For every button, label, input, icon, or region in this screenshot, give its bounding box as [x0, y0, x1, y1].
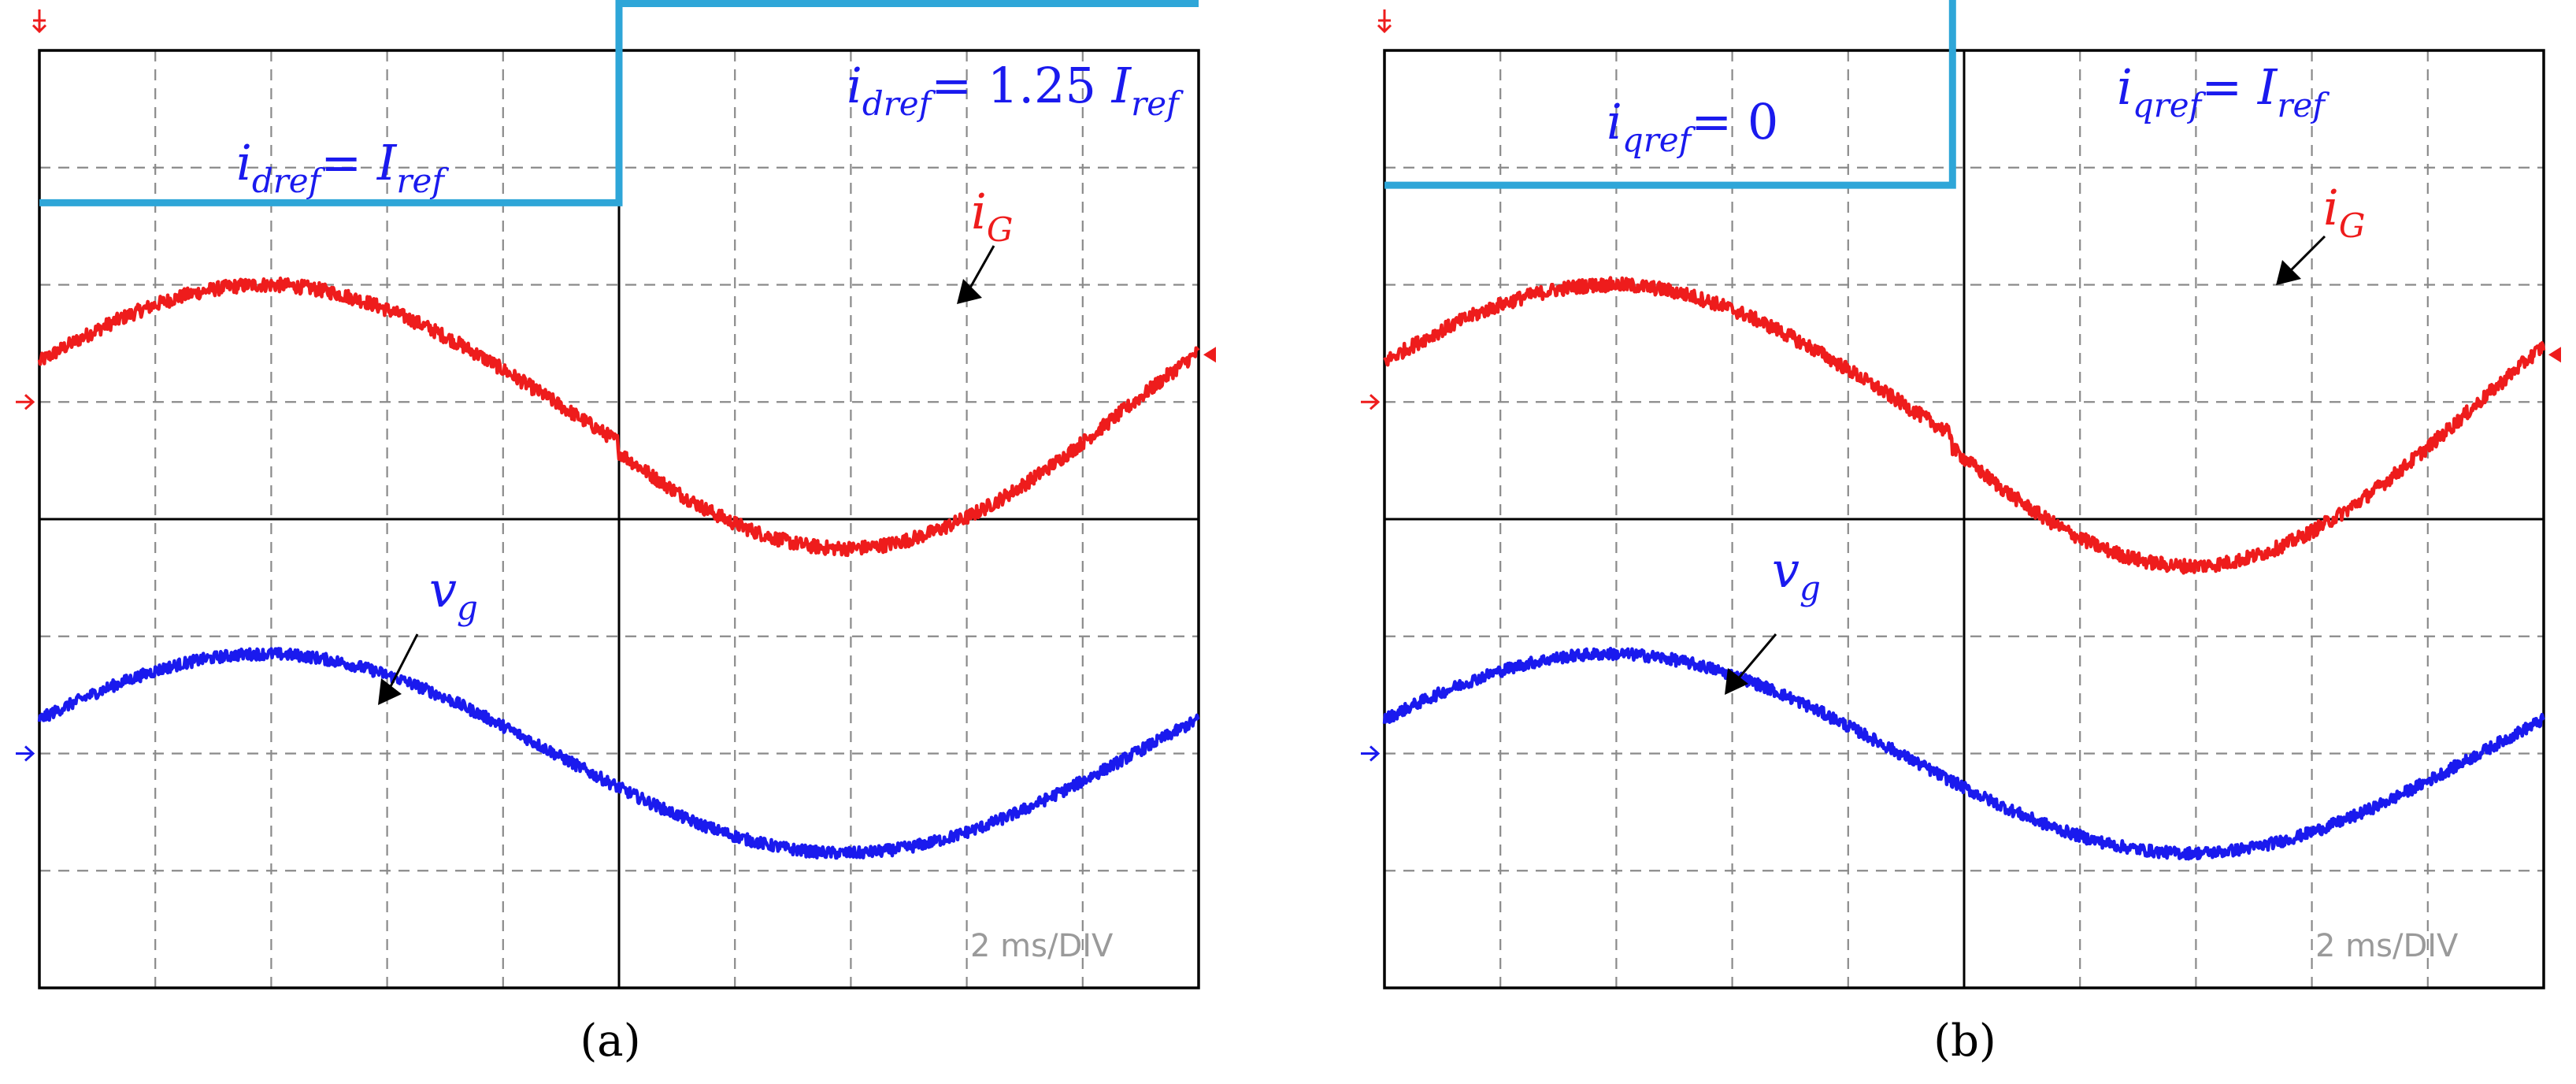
ref-label-before: iqref= 0: [1607, 93, 1778, 159]
panel-b: iqref= 0 iqref= Iref iG vg 2 ms/DIV (b): [1361, 0, 2561, 1067]
arrow-vg: [384, 633, 419, 696]
time-scale-label: 2 ms/DIV: [2315, 928, 2459, 964]
arrow-iG: [2284, 235, 2326, 277]
trigger-marker: [2548, 347, 2561, 363]
arrow-vg-head: [1725, 668, 1748, 695]
arrow-vg-head: [378, 678, 402, 705]
arrow-iG-head: [2276, 260, 2301, 285]
trigger-marker: [1203, 347, 1216, 363]
series-iG-line: [37, 277, 1200, 558]
channel-marker-vg: [16, 745, 35, 762]
channel-marker-vg: [1361, 745, 1381, 762]
series-iG-label: iG: [2323, 179, 2365, 245]
series-ref-step: [1384, 0, 1956, 189]
time-scale-label: 2 ms/DIV: [970, 928, 1114, 964]
series-vg-label: vg: [429, 561, 478, 627]
plot-frame: [1383, 49, 2545, 989]
ref-label-before: idref= Iref: [236, 134, 449, 200]
panel-caption: (b): [1933, 1015, 1996, 1067]
arrow-iG: [965, 245, 995, 295]
ref-label-after: iqref= Iref: [2117, 58, 2330, 124]
series-vg-label: vg: [1772, 541, 1821, 607]
arrow-vg: [1731, 633, 1777, 686]
trigger-position-marker: [1377, 9, 1392, 34]
ref-label-after: idref= 1.25 Iref: [847, 57, 1184, 123]
trigger-position-marker: [32, 9, 47, 34]
arrow-iG-head: [957, 279, 982, 304]
panel-a: idref= Iref idref= 1.25 Iref iG vg 2 ms/DIV (…: [16, 0, 1216, 1067]
channel-marker-iG: [1361, 394, 1381, 410]
channel-marker-iG: [16, 394, 35, 410]
series-vg-line: [1382, 646, 2545, 861]
panel-caption: (a): [580, 1015, 640, 1067]
series-ref-step: [39, 0, 1199, 206]
series-iG-line: [1383, 276, 2546, 575]
grid: [1383, 49, 2545, 989]
series-vg-line: [37, 647, 1200, 860]
series-iG-label: iG: [971, 183, 1013, 249]
